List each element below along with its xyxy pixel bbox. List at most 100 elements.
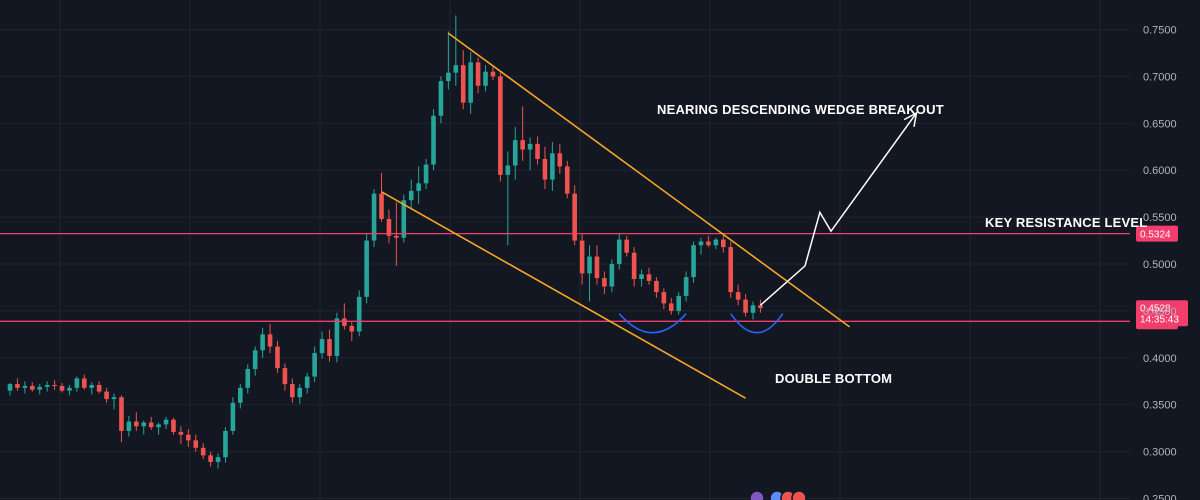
projection-path[interactable] [759, 112, 918, 306]
candle-body [401, 200, 407, 238]
candle-body [609, 264, 615, 287]
candle-body [342, 318, 347, 326]
candle-body [423, 164, 429, 184]
price-tick-label: 0.6000 [1143, 165, 1177, 177]
candle-body [349, 325, 355, 332]
candle-body [720, 239, 726, 248]
price-axis[interactable]: 0.7500 0.7000 0.6500 0.6000 0.5500 0.5000 0.45… [1143, 25, 1177, 500]
double-bottom-arc[interactable] [730, 313, 784, 334]
grid [0, 0, 1130, 500]
candle-body [297, 387, 303, 398]
candle-body [564, 166, 570, 194]
price-tick-label: 0.7500 [1143, 25, 1177, 37]
candle-body [119, 397, 124, 431]
candle-body [416, 183, 421, 191]
resistance-annotation: KEY RESISTANCE LEVEL [985, 215, 1147, 230]
candle-body [67, 387, 72, 391]
candle-body [52, 385, 57, 387]
candle-body [654, 280, 659, 293]
candle-body [631, 252, 637, 280]
candle-body [141, 422, 147, 427]
candle-body [275, 346, 280, 369]
candle-body [602, 278, 607, 287]
candle-body [758, 305, 763, 309]
candle-body [327, 339, 332, 356]
candle-body [267, 334, 273, 347]
candle-body [431, 115, 436, 165]
event-marker-icon[interactable] [749, 490, 765, 500]
level-price-text: 0.5324 [1140, 230, 1171, 241]
candle-body [7, 384, 13, 391]
candle-body [200, 447, 206, 456]
candle-body [490, 71, 496, 77]
price-tick-label: 0.4500 [1143, 306, 1177, 318]
candle-body [319, 339, 325, 354]
candle-body [245, 369, 251, 388]
candle-body [542, 158, 548, 180]
wedge-upper-line[interactable] [447, 32, 851, 328]
candle-body [661, 292, 667, 304]
candle-body [446, 72, 451, 82]
candle-body [148, 422, 154, 428]
price-tick-label: 0.6500 [1143, 118, 1177, 130]
candle-body [706, 241, 711, 246]
candle-body [527, 143, 533, 150]
candle-body [364, 240, 369, 297]
candle-body [460, 65, 466, 103]
candle-body [550, 153, 555, 180]
price-tick-label: 0.4000 [1143, 353, 1177, 365]
candle-body [59, 385, 65, 391]
countdown-text: 14:35:43 [1140, 314, 1179, 325]
candle-body [74, 378, 80, 388]
candle-body [230, 402, 236, 431]
breakout-projection [759, 111, 918, 306]
last-price-tag [1136, 300, 1188, 327]
double-bottom-arc[interactable] [618, 313, 687, 334]
candle-body [512, 140, 518, 166]
price-tick-label: 0.3500 [1143, 400, 1177, 412]
price-tick-label: 0.2500 [1143, 494, 1177, 500]
candle-body [134, 421, 139, 427]
double-bottom-annotation: DOUBLE BOTTOM [775, 371, 892, 386]
candle-body [104, 391, 109, 400]
candle-body [290, 384, 295, 398]
candle-body [334, 318, 340, 356]
candle-body [453, 65, 459, 73]
candle-body [505, 165, 511, 175]
candle-body [379, 193, 384, 219]
candle-body [468, 62, 473, 103]
wedge-annotation: NEARING DESCENDING WEDGE BREAKOUT [657, 102, 944, 117]
candle-body [475, 62, 481, 86]
candle-body [438, 81, 444, 116]
candle-body [624, 239, 629, 253]
candle-body [22, 385, 28, 388]
price-tick-label: 0.5000 [1143, 259, 1177, 271]
double-bottom-arcs [618, 313, 784, 334]
event-markers[interactable] [749, 490, 807, 500]
candle-body [668, 303, 674, 311]
candle-body [698, 241, 704, 246]
candle-body [743, 299, 748, 313]
level-price-tag [1136, 225, 1178, 242]
candle-body [89, 385, 95, 388]
candle-body [82, 378, 87, 388]
candle-body [238, 387, 243, 403]
candle-body [557, 153, 563, 167]
candle-body [683, 277, 689, 296]
candle-body [735, 292, 741, 300]
candle-body [304, 376, 310, 388]
candle-body [163, 419, 169, 425]
flag-marker-icon[interactable] [791, 490, 807, 500]
wedge-lower-line[interactable] [381, 191, 746, 399]
candle-body [691, 245, 696, 278]
candle-body [15, 384, 20, 388]
candle-body [371, 193, 377, 241]
candle-body [535, 143, 540, 159]
candle-body [44, 385, 50, 387]
candle-body [111, 397, 117, 400]
candle-body [178, 431, 184, 435]
candle-body [587, 256, 592, 274]
candle-body [252, 350, 258, 370]
